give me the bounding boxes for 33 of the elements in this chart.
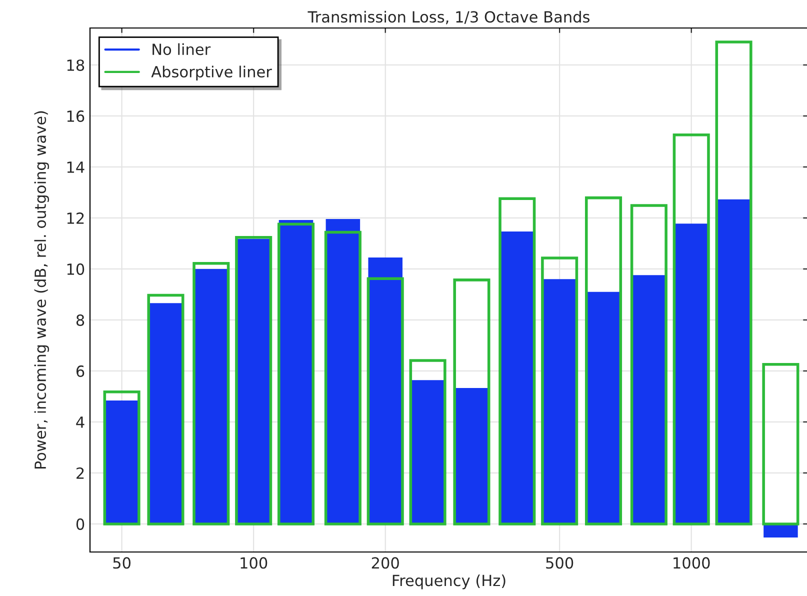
x-axis-title: Frequency (Hz): [392, 574, 506, 590]
chart-title: Transmission Loss, 1/3 Octave Bands: [308, 10, 590, 24]
y-tick-label: 18: [67, 59, 84, 71]
bar: [716, 199, 751, 524]
x-tick-label: 50: [113, 557, 130, 569]
bar: [672, 133, 710, 526]
y-tick-label: 16: [67, 110, 84, 122]
x-tick-label: 500: [546, 557, 574, 569]
y-tick-label: 12: [67, 212, 84, 224]
bar: [586, 292, 621, 524]
bar: [498, 197, 536, 526]
y-tick-label: 8: [76, 314, 84, 326]
y-tick-label: 6: [76, 365, 84, 377]
y-tick-label: 0: [76, 518, 84, 530]
bar: [454, 388, 489, 524]
bar: [453, 278, 490, 526]
bar: [409, 359, 446, 526]
x-tick-label: 100: [240, 557, 268, 569]
legend-label: No liner: [152, 43, 211, 56]
x-tick-label: 1000: [674, 557, 710, 569]
bar: [630, 204, 668, 526]
legend-label: Absorptive liner: [151, 66, 272, 80]
bar: [584, 196, 622, 526]
x-tick-label: 200: [372, 557, 399, 569]
y-axis-title: Power, incoming wave (dB, rel. outgoing wave): [34, 111, 50, 469]
bar: [103, 390, 140, 526]
y-tick-label: 10: [67, 263, 84, 275]
y-tick-label: 2: [76, 467, 84, 479]
bar: [500, 231, 534, 524]
bar: [674, 224, 708, 524]
y-tick-label: 14: [67, 162, 84, 173]
bar: [715, 40, 752, 526]
y-tick-label: 4: [76, 416, 84, 428]
